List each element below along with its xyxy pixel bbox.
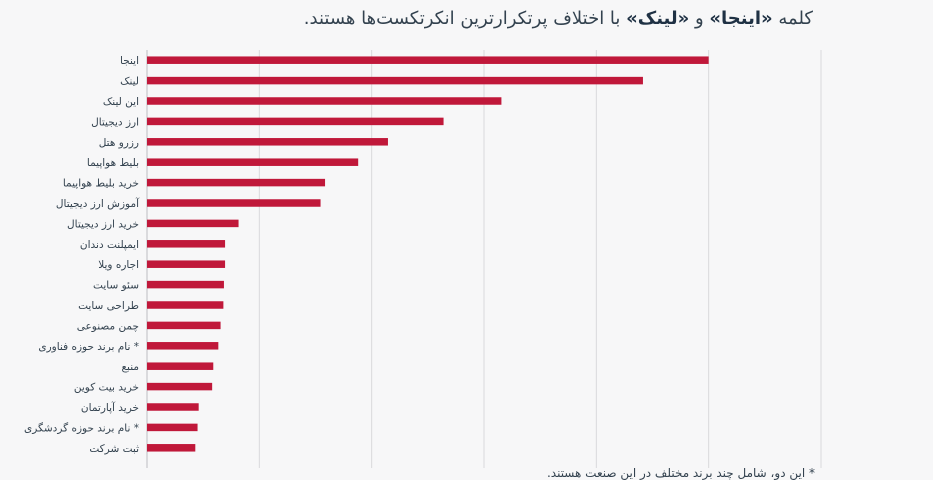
category-label: ایمپلنت دندان <box>80 239 139 251</box>
bar <box>147 56 709 64</box>
bars <box>147 56 709 452</box>
bar <box>147 178 326 187</box>
category-label: خرید بلیط هواپیما <box>63 178 139 190</box>
title-part-2: و <box>689 8 710 29</box>
title-part-3: با اختلاف پرتکرارترین انکرتکست‌ها هستند. <box>303 8 627 29</box>
category-label: بلیط هواپیما <box>87 157 139 169</box>
category-label: لینک <box>120 76 139 88</box>
bar <box>147 362 214 370</box>
title-part-1: کلمه <box>772 8 813 29</box>
category-labels: اینجا لینک این لینک ارز دیجیتال رزرو هتل بلیط… <box>24 55 140 455</box>
bar <box>147 280 224 289</box>
bar <box>147 382 213 391</box>
bar <box>147 138 388 146</box>
footnote: * این دو، شامل چند برند مختلف در این صنع… <box>546 466 815 480</box>
bar <box>147 97 502 105</box>
bar <box>147 199 321 207</box>
bar <box>147 158 359 166</box>
category-label: رزرو هتل <box>99 137 139 149</box>
category-label: طراحی سایت <box>78 300 139 312</box>
chart-title: کلمه «اینجا» و «لینک» با اختلاف پرتکرارت… <box>304 8 813 29</box>
title-word-2: «لینک» <box>626 8 690 29</box>
bar <box>147 76 643 85</box>
grid-lines <box>146 50 822 468</box>
category-label: منبع <box>121 361 139 373</box>
bar <box>147 301 224 309</box>
category-label: ارز دیجیتال <box>91 116 139 128</box>
bar <box>147 117 444 126</box>
bar <box>147 403 199 411</box>
category-label: نام برند حوزه فناوری * <box>38 341 139 353</box>
bar <box>147 240 226 248</box>
category-label: اجاره ویلا <box>98 259 139 271</box>
bar <box>147 219 239 228</box>
title-word-1: «اینجا» <box>709 8 773 29</box>
category-label: این لینک <box>103 96 139 108</box>
category-label: ثبت شرکت <box>89 443 139 455</box>
bar <box>147 321 221 330</box>
category-label: چمن مصنوعی <box>77 320 139 332</box>
category-label: سئو سایت <box>93 280 139 292</box>
category-label: آموزش ارز دیجیتال <box>56 197 140 210</box>
bar <box>147 423 198 432</box>
bar <box>147 342 219 350</box>
bar <box>147 260 226 268</box>
category-label: اینجا <box>120 55 139 67</box>
category-label: خرید بیت کوین <box>74 382 139 394</box>
category-label: نام برند حوزه گردشگری * <box>24 421 139 434</box>
category-label: خرید آپارتمان <box>81 401 139 414</box>
category-label: خرید ارز دیجیتال <box>67 218 139 230</box>
bar <box>147 444 196 452</box>
